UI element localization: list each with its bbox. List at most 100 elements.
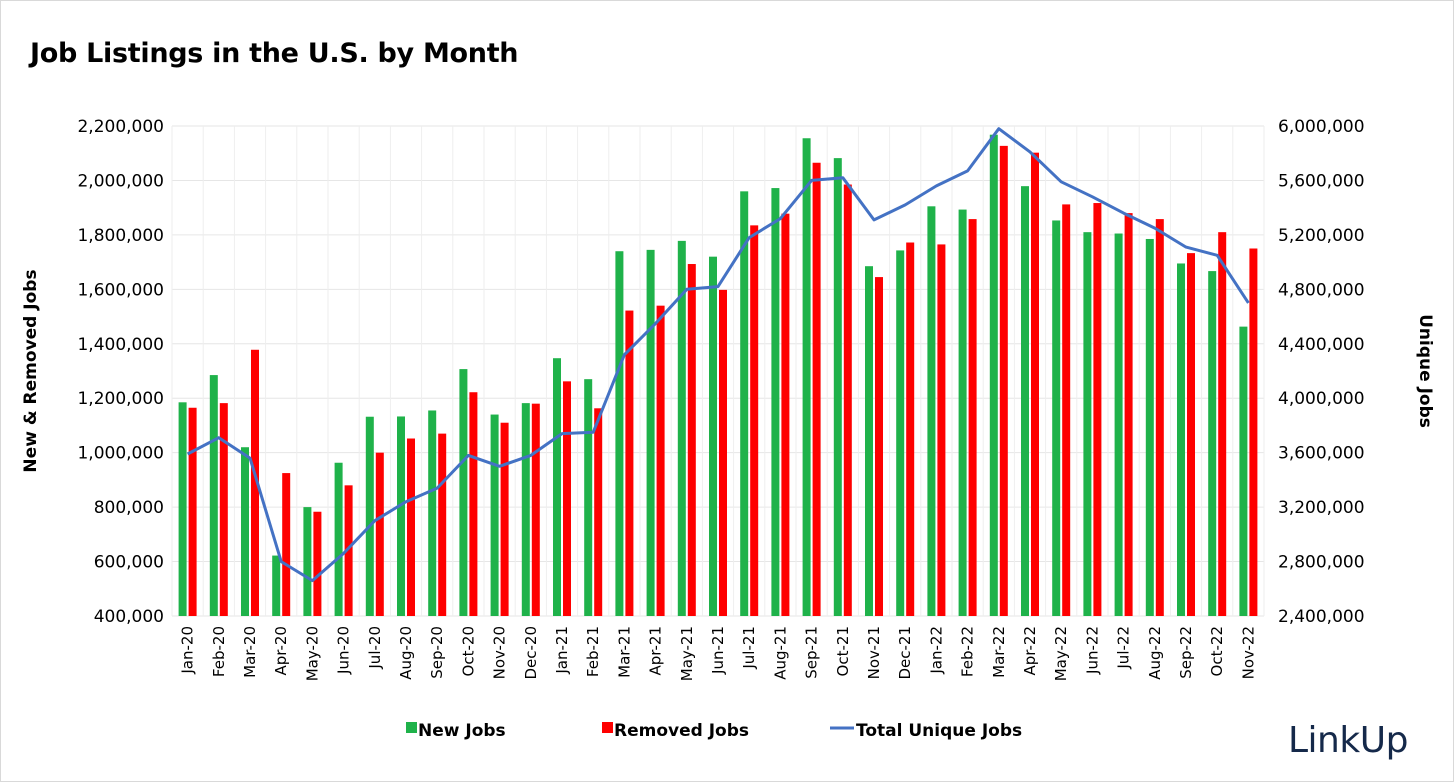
y2-tick-label: 2,400,000 (1278, 607, 1365, 627)
x-tick-label: Nov-20 (491, 626, 509, 679)
bar-removed-jobs (219, 403, 228, 616)
x-tick-label: Sep-22 (1177, 626, 1195, 679)
x-tick-label: Oct-21 (834, 626, 852, 676)
bar-new-jobs (241, 447, 249, 616)
bar-new-jobs (428, 410, 437, 616)
bar-new-jobs (802, 138, 811, 616)
bar-new-jobs (272, 555, 281, 616)
x-tick-label: Dec-20 (522, 626, 540, 680)
bar-removed-jobs (999, 145, 1008, 616)
x-tick-label: May-20 (303, 626, 321, 681)
chart-title: Job Listings in the U.S. by Month (30, 38, 519, 69)
y-tick-label: 1,400,000 (77, 335, 164, 355)
bar-removed-jobs (438, 433, 447, 616)
x-tick-label: Jun-21 (709, 626, 727, 675)
x-tick-label: Jun-22 (1083, 626, 1101, 675)
bar-new-jobs (1239, 326, 1248, 616)
bar-removed-jobs (937, 244, 946, 616)
y-tick-label: 800,000 (94, 498, 164, 518)
bar-new-jobs (178, 402, 187, 616)
bar-new-jobs (771, 188, 780, 617)
bar-removed-jobs (500, 422, 509, 616)
bar-new-jobs (677, 240, 686, 616)
bar-removed-jobs (594, 408, 603, 616)
bar-new-jobs (521, 403, 530, 616)
x-tick-label: Feb-22 (959, 626, 977, 677)
bar-new-jobs (209, 375, 218, 616)
bar-new-jobs (958, 209, 967, 617)
bar-removed-jobs (344, 485, 353, 616)
bar-removed-jobs (1062, 204, 1071, 616)
y-tick-label: 1,000,000 (77, 444, 164, 464)
bar-removed-jobs (625, 310, 634, 616)
bar-new-jobs (1177, 263, 1185, 616)
linkup-logo: LinkUp (1288, 720, 1408, 761)
bar-removed-jobs (1187, 253, 1195, 616)
x-tick-label: Apr-22 (1021, 626, 1039, 676)
y2-tick-label: 4,400,000 (1278, 335, 1365, 355)
bar-removed-jobs (906, 242, 915, 616)
y2-tick-label: 2,800,000 (1278, 553, 1365, 573)
y-tick-label: 600,000 (94, 553, 164, 573)
x-tick-label: Nov-22 (1239, 626, 1257, 679)
bar-new-jobs (740, 191, 749, 617)
x-tick-label: Jan-21 (553, 626, 571, 675)
bar-new-jobs (615, 251, 624, 616)
x-tick-label: Oct-20 (459, 626, 477, 676)
legend-new-jobs-label: New Jobs (418, 721, 506, 741)
bar-removed-jobs (407, 438, 415, 616)
bar-new-jobs (709, 256, 717, 616)
bar-removed-jobs (313, 511, 322, 616)
bar-new-jobs (459, 369, 468, 616)
y2-tick-label: 4,000,000 (1278, 389, 1365, 409)
x-tick-label: Sep-21 (803, 626, 821, 679)
axes: 400,000 600,000 800,000 1,000,000 1,200,000 1… (21, 117, 1435, 681)
bar-new-jobs (896, 250, 905, 616)
x-tick-label: Apr-21 (647, 626, 665, 676)
x-tick-label: Mar-21 (615, 626, 633, 678)
x-tick-label: Jan-20 (179, 626, 197, 675)
x-tick-label: Dec-21 (896, 626, 914, 680)
bars (178, 134, 1258, 617)
gridlines (171, 125, 1265, 617)
bar-removed-jobs (781, 213, 790, 616)
bar-new-jobs (1208, 271, 1217, 616)
y-tick-label: 2,000,000 (77, 171, 164, 191)
legend: New Jobs Removed Jobs Total Unique Jobs (406, 721, 1022, 741)
y-tick-label: 1,200,000 (77, 389, 164, 409)
y-tick-label: 1,800,000 (77, 226, 164, 246)
bar-new-jobs (927, 206, 936, 617)
bar-new-jobs (1052, 220, 1061, 616)
bar-new-jobs (1114, 233, 1123, 616)
y2-tick-label: 3,200,000 (1278, 498, 1365, 518)
bar-removed-jobs (968, 219, 977, 616)
y-tick-label: 2,200,000 (77, 117, 164, 137)
x-tick-label: Aug-21 (771, 626, 789, 680)
x-tick-label: Jul-21 (740, 626, 758, 670)
bar-removed-jobs (843, 184, 852, 616)
bar-removed-jobs (687, 264, 696, 616)
y2-axis-title: Unique Jobs (1415, 314, 1435, 428)
bar-new-jobs (584, 379, 593, 616)
y2-tick-label: 5,600,000 (1278, 171, 1365, 191)
x-tick-label: Aug-22 (1146, 626, 1164, 680)
bar-new-jobs (833, 158, 842, 616)
bar-new-jobs (490, 414, 499, 616)
bar-removed-jobs (875, 277, 883, 616)
bar-new-jobs (397, 416, 405, 616)
bar-new-jobs (553, 358, 561, 616)
bar-new-jobs (1145, 238, 1154, 616)
bar-new-jobs (646, 249, 655, 616)
x-tick-label: May-22 (1052, 626, 1070, 681)
bar-removed-jobs (188, 407, 197, 616)
bar-new-jobs (989, 134, 998, 616)
bar-removed-jobs (1155, 219, 1164, 616)
x-tick-label: Jan-22 (927, 626, 945, 675)
bar-removed-jobs (656, 305, 665, 616)
x-tick-label: May-21 (678, 626, 696, 681)
y2-tick-label: 5,200,000 (1278, 226, 1365, 246)
x-tick-label: Oct-22 (1208, 626, 1226, 676)
legend-new-jobs-swatch (406, 722, 417, 733)
